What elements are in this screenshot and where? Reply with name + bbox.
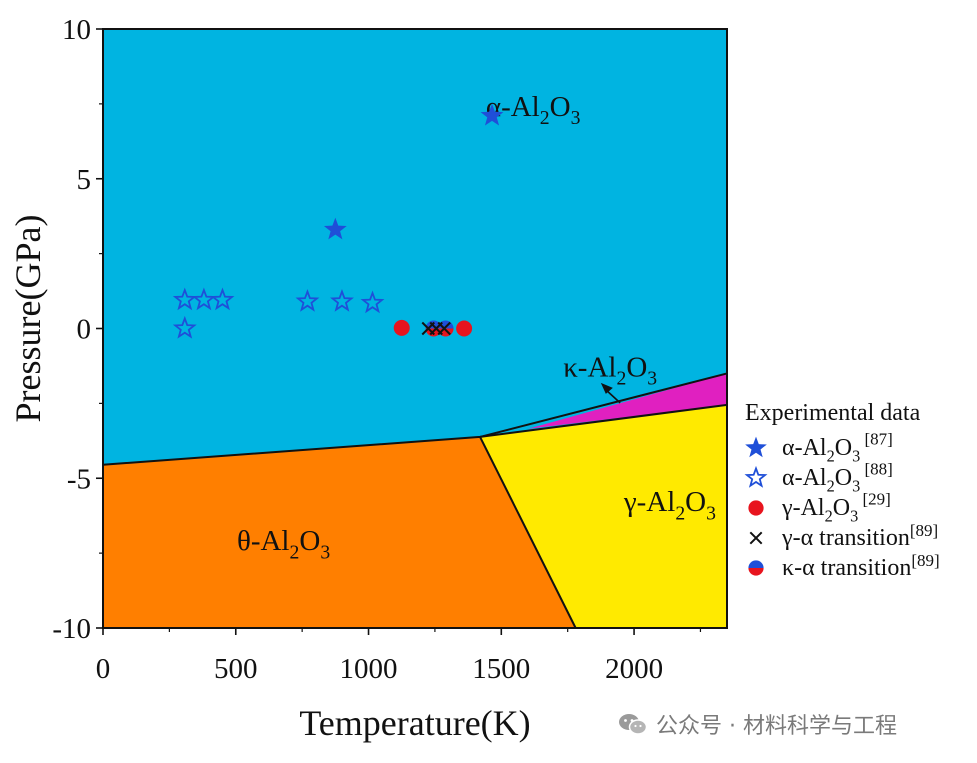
region-theta	[103, 436, 576, 628]
point-alpha-87	[480, 103, 504, 126]
label-kappa: κ-Al2O3	[563, 351, 657, 389]
watermark-text: 公众号 · 材料科学与工程	[656, 714, 897, 739]
x-tick-label: 1000	[340, 653, 398, 685]
point-gamma-29	[456, 320, 473, 337]
y-tick-label: 5	[77, 164, 92, 196]
x-axis-title: Temperature(K)	[299, 703, 530, 743]
x-tick-label: 2000	[605, 653, 663, 685]
region-kappa	[527, 373, 727, 429]
legend-alpha-88-label: α-Al2O3 [88]	[782, 460, 893, 496]
y-tick-label: 10	[62, 14, 91, 46]
y-tick-label: -10	[52, 613, 91, 645]
legend-kappa-alpha-89-marker	[748, 560, 764, 568]
legend-gamma-29-marker	[748, 500, 764, 516]
point-alpha-87	[323, 217, 347, 240]
point-alpha-88	[191, 287, 216, 311]
region-gamma	[480, 404, 727, 628]
wechat-icon	[619, 714, 648, 735]
y-axis-title: Pressure(GPa)	[8, 215, 48, 423]
legend-gamma-alpha-89-marker	[749, 531, 763, 545]
x-tick-label: 500	[214, 653, 258, 685]
point-alpha-88	[330, 288, 354, 312]
point-alpha-88	[172, 287, 197, 311]
legend-alpha-88-marker	[744, 465, 768, 488]
point-alpha-88	[295, 288, 320, 312]
legend-alpha-87-label: α-Al2O3 [87]	[782, 430, 893, 466]
legend-title: Experimental data	[745, 400, 921, 426]
point-alpha-88	[172, 315, 197, 339]
x-tick-label: 1500	[472, 653, 530, 685]
point-gamma-29	[393, 319, 410, 336]
legend-alpha-87-marker	[745, 436, 767, 458]
watermark: 公众号 · 材料科学与工程	[618, 708, 897, 740]
kappa-arrow-head	[600, 382, 613, 394]
y-tick-label: -5	[67, 463, 91, 495]
legend-kappa-alpha-89-label: κ-α transition[89]	[782, 551, 940, 581]
label-theta: θ-Al2O3	[237, 525, 330, 563]
point-alpha-88	[360, 290, 385, 314]
x-tick-label: 0	[96, 653, 111, 685]
y-tick-label: 0	[77, 314, 92, 346]
phase-boundary	[479, 436, 577, 629]
point-gamma-alpha-89	[437, 321, 451, 336]
phase-boundary	[479, 372, 728, 438]
point-alpha-88	[210, 287, 235, 311]
label-gamma: γ-Al2O3	[623, 486, 716, 524]
legend-gamma-alpha-89-label: γ-α transition[89]	[781, 521, 938, 551]
legend-gamma-29-label: γ-Al2O3 [29]	[781, 490, 891, 526]
legend-kappa-alpha-89-marker-lower	[748, 568, 764, 576]
